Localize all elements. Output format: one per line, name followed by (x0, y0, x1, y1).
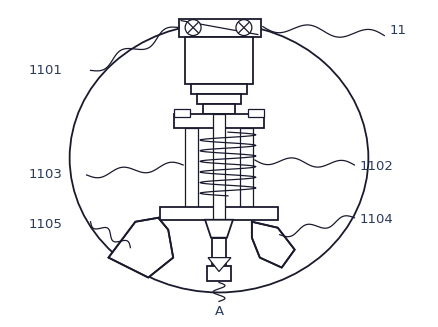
Circle shape (185, 20, 201, 36)
Polygon shape (205, 220, 233, 238)
Circle shape (235, 20, 251, 36)
Text: 1102: 1102 (359, 161, 392, 174)
Text: 1105: 1105 (29, 218, 63, 231)
Bar (174, 114, 263, 128)
Bar (207, 266, 230, 282)
Polygon shape (208, 258, 230, 271)
Polygon shape (108, 218, 173, 278)
Bar (174, 109, 190, 117)
Bar (185, 128, 198, 210)
Bar (160, 207, 277, 220)
Bar (239, 128, 252, 210)
Text: A: A (214, 305, 223, 318)
Bar (203, 104, 234, 114)
Bar (179, 19, 260, 37)
Bar (197, 94, 240, 104)
Polygon shape (251, 222, 294, 267)
Text: 1104: 1104 (359, 213, 392, 226)
Bar (247, 109, 263, 117)
Text: 1101: 1101 (29, 64, 63, 77)
Bar (212, 238, 226, 266)
Text: 11: 11 (389, 24, 405, 37)
Text: 1103: 1103 (29, 168, 63, 181)
Bar (185, 37, 252, 84)
Bar (212, 114, 224, 220)
Bar (191, 84, 246, 94)
